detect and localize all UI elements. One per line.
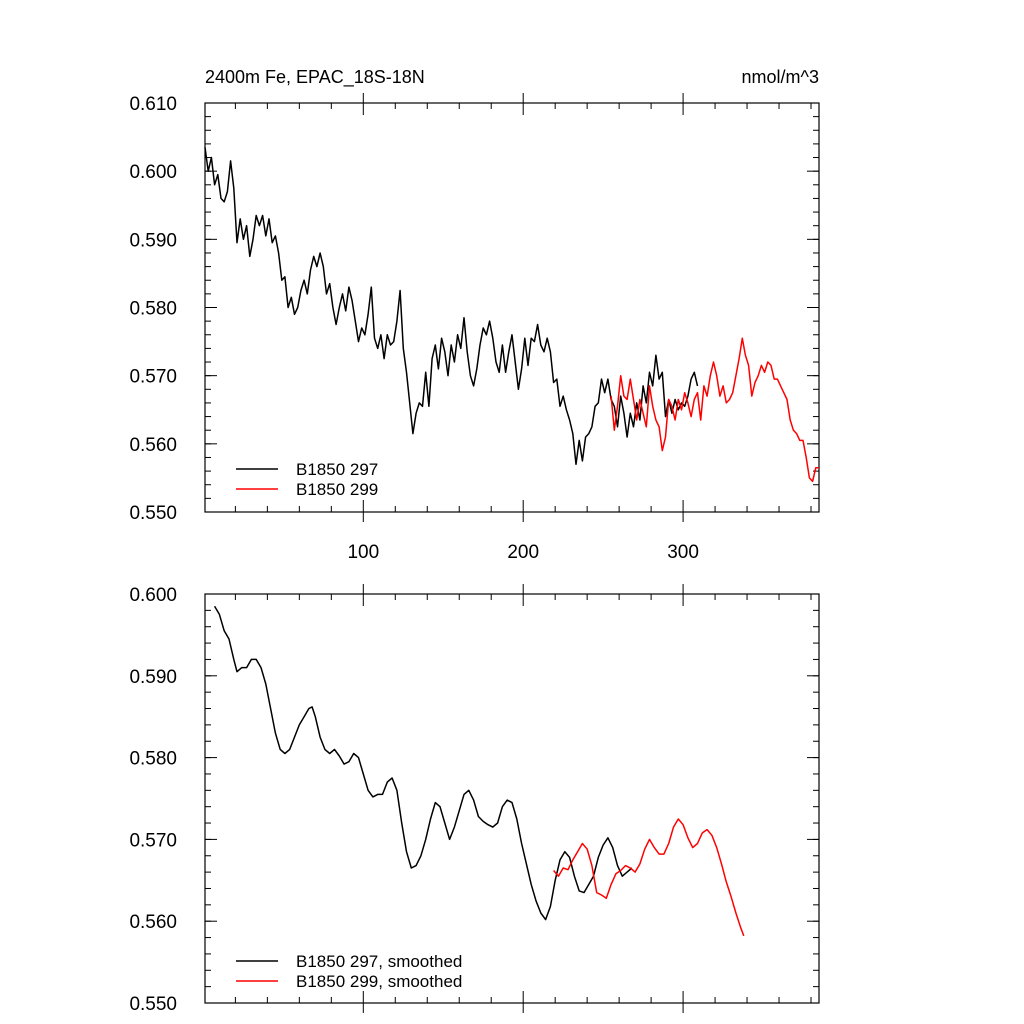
y-tick-label: 0.600 (129, 162, 177, 183)
top-chart-panel: 0.550 0.560 0.570 0.580 0.590 0.600 0.610 100 20… (129, 67, 820, 563)
y-tick-label: 0.580 (129, 749, 177, 770)
y-tick-label: 0.590 (129, 667, 177, 688)
series-line-b1850-297 (204, 147, 699, 466)
legend-label: B1850 299 (296, 480, 378, 499)
chart-title: 2400m Fe, EPAC_18S-18N (205, 67, 425, 88)
y-tick-label: 0.590 (129, 230, 177, 251)
y-tick-label: 0.570 (129, 367, 177, 388)
units-label: nmol/m^3 (742, 67, 819, 87)
bottom-chart-panel: 0.550 0.560 0.570 0.580 0.590 0.600 B1850 297,… (129, 584, 820, 1015)
legend-label: B1850 297 (296, 460, 378, 479)
x-tick-label: 300 (667, 542, 699, 563)
y-tick-label: 0.610 (129, 94, 177, 115)
plot-frame (204, 593, 820, 1004)
series-line-b1850-299-smoothed (553, 818, 745, 937)
y-tick-label: 0.560 (129, 912, 177, 933)
x-tick-label: 100 (347, 542, 379, 563)
x-tick-label: 200 (507, 542, 539, 563)
y-tick-label: 0.600 (129, 585, 177, 606)
series-line-b1850-299 (610, 337, 819, 483)
y-tick-label: 0.560 (129, 435, 177, 456)
legend-label: B1850 299, smoothed (296, 972, 462, 991)
legend-label: B1850 297, smoothed (296, 952, 462, 971)
y-tick-label: 0.550 (129, 503, 177, 524)
y-tick-label: 0.580 (129, 299, 177, 320)
series-line-b1850-297-smoothed (213, 605, 633, 921)
y-tick-label: 0.570 (129, 830, 177, 851)
y-tick-label: 0.550 (129, 994, 177, 1015)
